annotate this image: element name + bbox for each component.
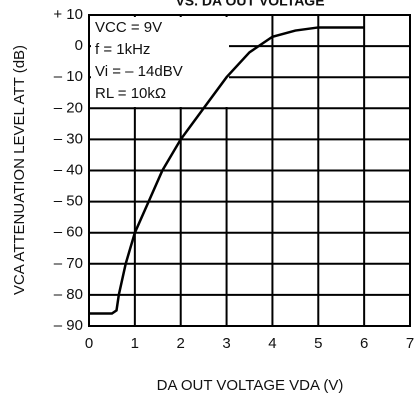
y-tick-label: + 10: [53, 6, 83, 23]
annotation: VCC = 9V: [95, 19, 162, 36]
y-tick-label: – 80: [54, 286, 83, 303]
x-tick-label: 0: [85, 335, 93, 352]
y-axis-label: VCA ATTENUATION LEVEL ATT (dB): [11, 45, 28, 295]
y-tick-label: 0: [75, 37, 83, 54]
annotation-box: [91, 17, 229, 107]
annotation: Vi = – 14dBV: [95, 63, 183, 80]
plot-frame: [88, 14, 411, 327]
x-tick-label: 4: [268, 335, 276, 352]
y-tick-label: – 40: [54, 161, 83, 178]
y-tick-label: – 90: [54, 317, 83, 334]
chart-title: VS. DA OUT VOLTAGE: [175, 0, 324, 9]
x-tick-label: 1: [131, 335, 139, 352]
x-tick-label: 2: [177, 335, 185, 352]
y-tick-label: – 30: [54, 130, 83, 147]
annotation: f = 1kHz: [95, 41, 150, 58]
x-tick-label: 3: [222, 335, 230, 352]
y-tick-label: – 20: [54, 99, 83, 116]
x-tick-label: 7: [406, 335, 414, 352]
x-tick-label: 5: [314, 335, 322, 352]
y-tick-label: – 60: [54, 224, 83, 241]
data-line: [89, 26, 365, 315]
y-tick-label: – 10: [54, 68, 83, 85]
y-tick-label: – 50: [54, 193, 83, 210]
y-tick-label: – 70: [54, 255, 83, 272]
x-axis-label: DA OUT VOLTAGE VDA (V): [157, 377, 344, 394]
x-tick-label: 6: [360, 335, 368, 352]
annotation: RL = 10kΩ: [95, 85, 166, 102]
